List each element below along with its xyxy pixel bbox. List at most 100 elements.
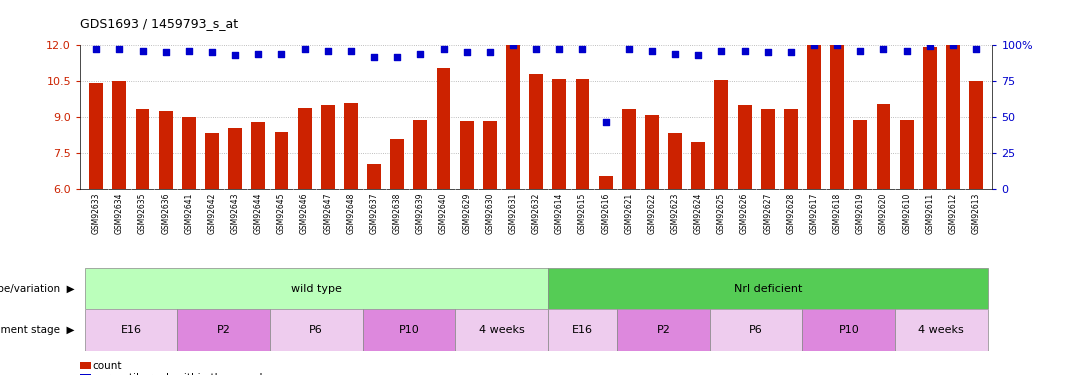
Point bbox=[273, 51, 290, 57]
Bar bbox=[553, 79, 567, 189]
Bar bbox=[205, 133, 219, 189]
Point bbox=[760, 49, 777, 55]
Text: GSM92626: GSM92626 bbox=[740, 192, 749, 234]
Bar bbox=[802, 309, 895, 351]
Bar bbox=[84, 309, 177, 351]
Bar bbox=[112, 81, 126, 189]
Bar bbox=[181, 117, 196, 189]
Text: genotype/variation  ▶: genotype/variation ▶ bbox=[0, 284, 75, 294]
Text: GSM92639: GSM92639 bbox=[416, 192, 425, 234]
Text: GSM92620: GSM92620 bbox=[879, 192, 888, 234]
Text: GSM92640: GSM92640 bbox=[439, 192, 448, 234]
Text: wild type: wild type bbox=[291, 284, 341, 294]
Point bbox=[157, 49, 174, 55]
Bar bbox=[274, 132, 288, 189]
Point bbox=[643, 48, 660, 54]
Text: GSM92618: GSM92618 bbox=[832, 192, 842, 234]
Point bbox=[944, 42, 961, 48]
Point bbox=[87, 46, 105, 53]
Bar bbox=[460, 121, 474, 189]
Text: GSM92621: GSM92621 bbox=[624, 192, 634, 234]
Point bbox=[250, 51, 267, 57]
Bar bbox=[483, 121, 497, 189]
Point bbox=[921, 44, 938, 50]
Text: GSM92629: GSM92629 bbox=[462, 192, 472, 234]
Point bbox=[204, 49, 221, 55]
Text: GSM92631: GSM92631 bbox=[509, 192, 517, 234]
Point bbox=[574, 46, 591, 53]
Bar bbox=[529, 74, 543, 189]
Text: GSM92635: GSM92635 bbox=[138, 192, 147, 234]
Bar bbox=[761, 109, 775, 189]
Bar bbox=[575, 79, 589, 189]
Bar bbox=[363, 309, 456, 351]
Text: GSM92627: GSM92627 bbox=[763, 192, 773, 234]
Text: development stage  ▶: development stage ▶ bbox=[0, 325, 75, 335]
Bar bbox=[807, 45, 821, 189]
Point bbox=[620, 46, 637, 53]
Bar bbox=[899, 120, 913, 189]
Point bbox=[388, 54, 405, 60]
Point bbox=[481, 49, 498, 55]
Bar bbox=[946, 45, 960, 189]
Bar bbox=[84, 268, 547, 309]
Bar bbox=[854, 120, 867, 189]
Bar bbox=[177, 309, 270, 351]
Point bbox=[366, 54, 383, 60]
Bar bbox=[969, 81, 983, 189]
Text: GSM92644: GSM92644 bbox=[254, 192, 262, 234]
Text: GSM92610: GSM92610 bbox=[902, 192, 911, 234]
Text: P10: P10 bbox=[839, 325, 859, 335]
Point bbox=[551, 46, 568, 53]
Text: 4 weeks: 4 weeks bbox=[919, 325, 965, 335]
Text: GSM92613: GSM92613 bbox=[972, 192, 981, 234]
Text: count: count bbox=[93, 361, 123, 370]
Point bbox=[598, 118, 615, 124]
Text: E16: E16 bbox=[121, 325, 142, 335]
Text: P6: P6 bbox=[309, 325, 323, 335]
Point bbox=[458, 49, 475, 55]
Text: E16: E16 bbox=[572, 325, 593, 335]
Bar bbox=[506, 45, 520, 189]
Point bbox=[898, 48, 915, 54]
Bar bbox=[895, 309, 988, 351]
Point bbox=[319, 48, 336, 54]
Text: GSM92615: GSM92615 bbox=[578, 192, 587, 234]
Point bbox=[782, 49, 799, 55]
Point bbox=[968, 46, 985, 53]
Text: GDS1693 / 1459793_s_at: GDS1693 / 1459793_s_at bbox=[80, 17, 238, 30]
Bar bbox=[344, 103, 357, 189]
Point bbox=[528, 46, 545, 53]
Bar bbox=[90, 84, 103, 189]
Bar bbox=[391, 139, 404, 189]
Text: GSM92622: GSM92622 bbox=[648, 192, 656, 234]
Text: GSM92638: GSM92638 bbox=[393, 192, 402, 234]
Text: GSM92616: GSM92616 bbox=[601, 192, 610, 234]
Text: GSM92647: GSM92647 bbox=[323, 192, 332, 234]
Point bbox=[667, 51, 684, 57]
Bar bbox=[710, 309, 802, 351]
Point bbox=[412, 51, 429, 57]
Text: P2: P2 bbox=[656, 325, 670, 335]
Text: GSM92619: GSM92619 bbox=[856, 192, 865, 234]
Text: GSM92624: GSM92624 bbox=[694, 192, 703, 234]
Text: GSM92625: GSM92625 bbox=[717, 192, 726, 234]
Text: GSM92645: GSM92645 bbox=[277, 192, 286, 234]
Bar bbox=[617, 309, 710, 351]
Text: GSM92636: GSM92636 bbox=[161, 192, 171, 234]
Point bbox=[829, 42, 846, 48]
Text: GSM92646: GSM92646 bbox=[300, 192, 309, 234]
Bar bbox=[784, 109, 798, 189]
Bar bbox=[413, 120, 428, 189]
Bar bbox=[644, 115, 659, 189]
Bar bbox=[599, 176, 612, 189]
Bar bbox=[321, 105, 335, 189]
Text: GSM92614: GSM92614 bbox=[555, 192, 563, 234]
Bar bbox=[228, 128, 242, 189]
Point bbox=[226, 52, 243, 58]
Point bbox=[736, 48, 753, 54]
Point bbox=[875, 46, 892, 53]
Text: GSM92632: GSM92632 bbox=[531, 192, 541, 234]
Bar bbox=[436, 68, 450, 189]
Bar bbox=[622, 109, 636, 189]
